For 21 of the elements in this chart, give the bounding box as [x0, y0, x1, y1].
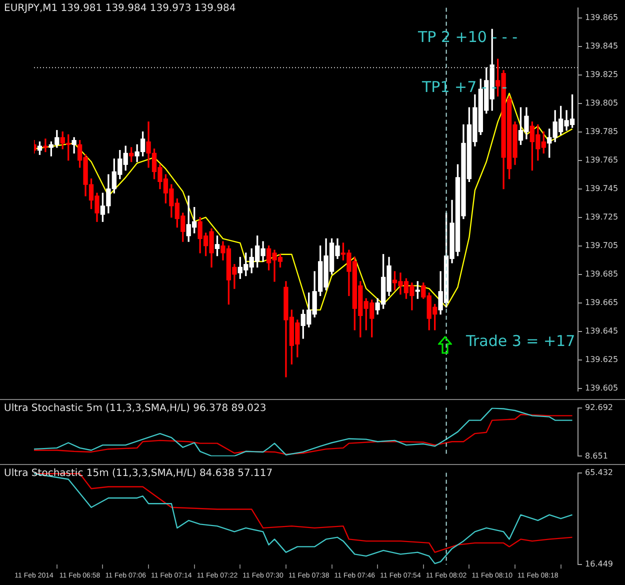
y-tick-label: 92.692 — [585, 402, 613, 412]
y-tick-label: 139.865 — [585, 12, 618, 22]
chart-title: Ultra Stochastic 5m (11,3,3,SMA,H/L) 96.378 89.023 — [4, 403, 266, 414]
y-tick-label: 139.785 — [585, 126, 618, 136]
y-tick-label: 139.705 — [585, 240, 618, 250]
y-tick-label: 139.645 — [585, 326, 618, 336]
y-tick-label: 139.825 — [585, 70, 618, 79]
y-tick-label: 139.725 — [585, 212, 618, 222]
y-tick-label: 16.449 — [585, 560, 613, 569]
y-tick-label: 8.651 — [585, 451, 608, 460]
y-tick-label: 139.845 — [585, 41, 618, 50]
annotation: Trade 3 = +17 — [466, 332, 576, 350]
y-tick-label: 139.605 — [585, 383, 618, 392]
y-tick-label: 139.665 — [585, 298, 618, 307]
chart-title: EURJPY,M1 139.981 139.984 139.973 139.984 — [4, 3, 236, 14]
y-tick-label: 139.685 — [585, 269, 618, 278]
y-tick-label: 139.745 — [585, 184, 618, 193]
y-tick-label: 65.432 — [585, 468, 613, 477]
y-tick-label: 139.625 — [585, 354, 618, 364]
y-tick-label: 139.805 — [585, 98, 618, 108]
y-tick-label: 139.765 — [585, 155, 618, 164]
